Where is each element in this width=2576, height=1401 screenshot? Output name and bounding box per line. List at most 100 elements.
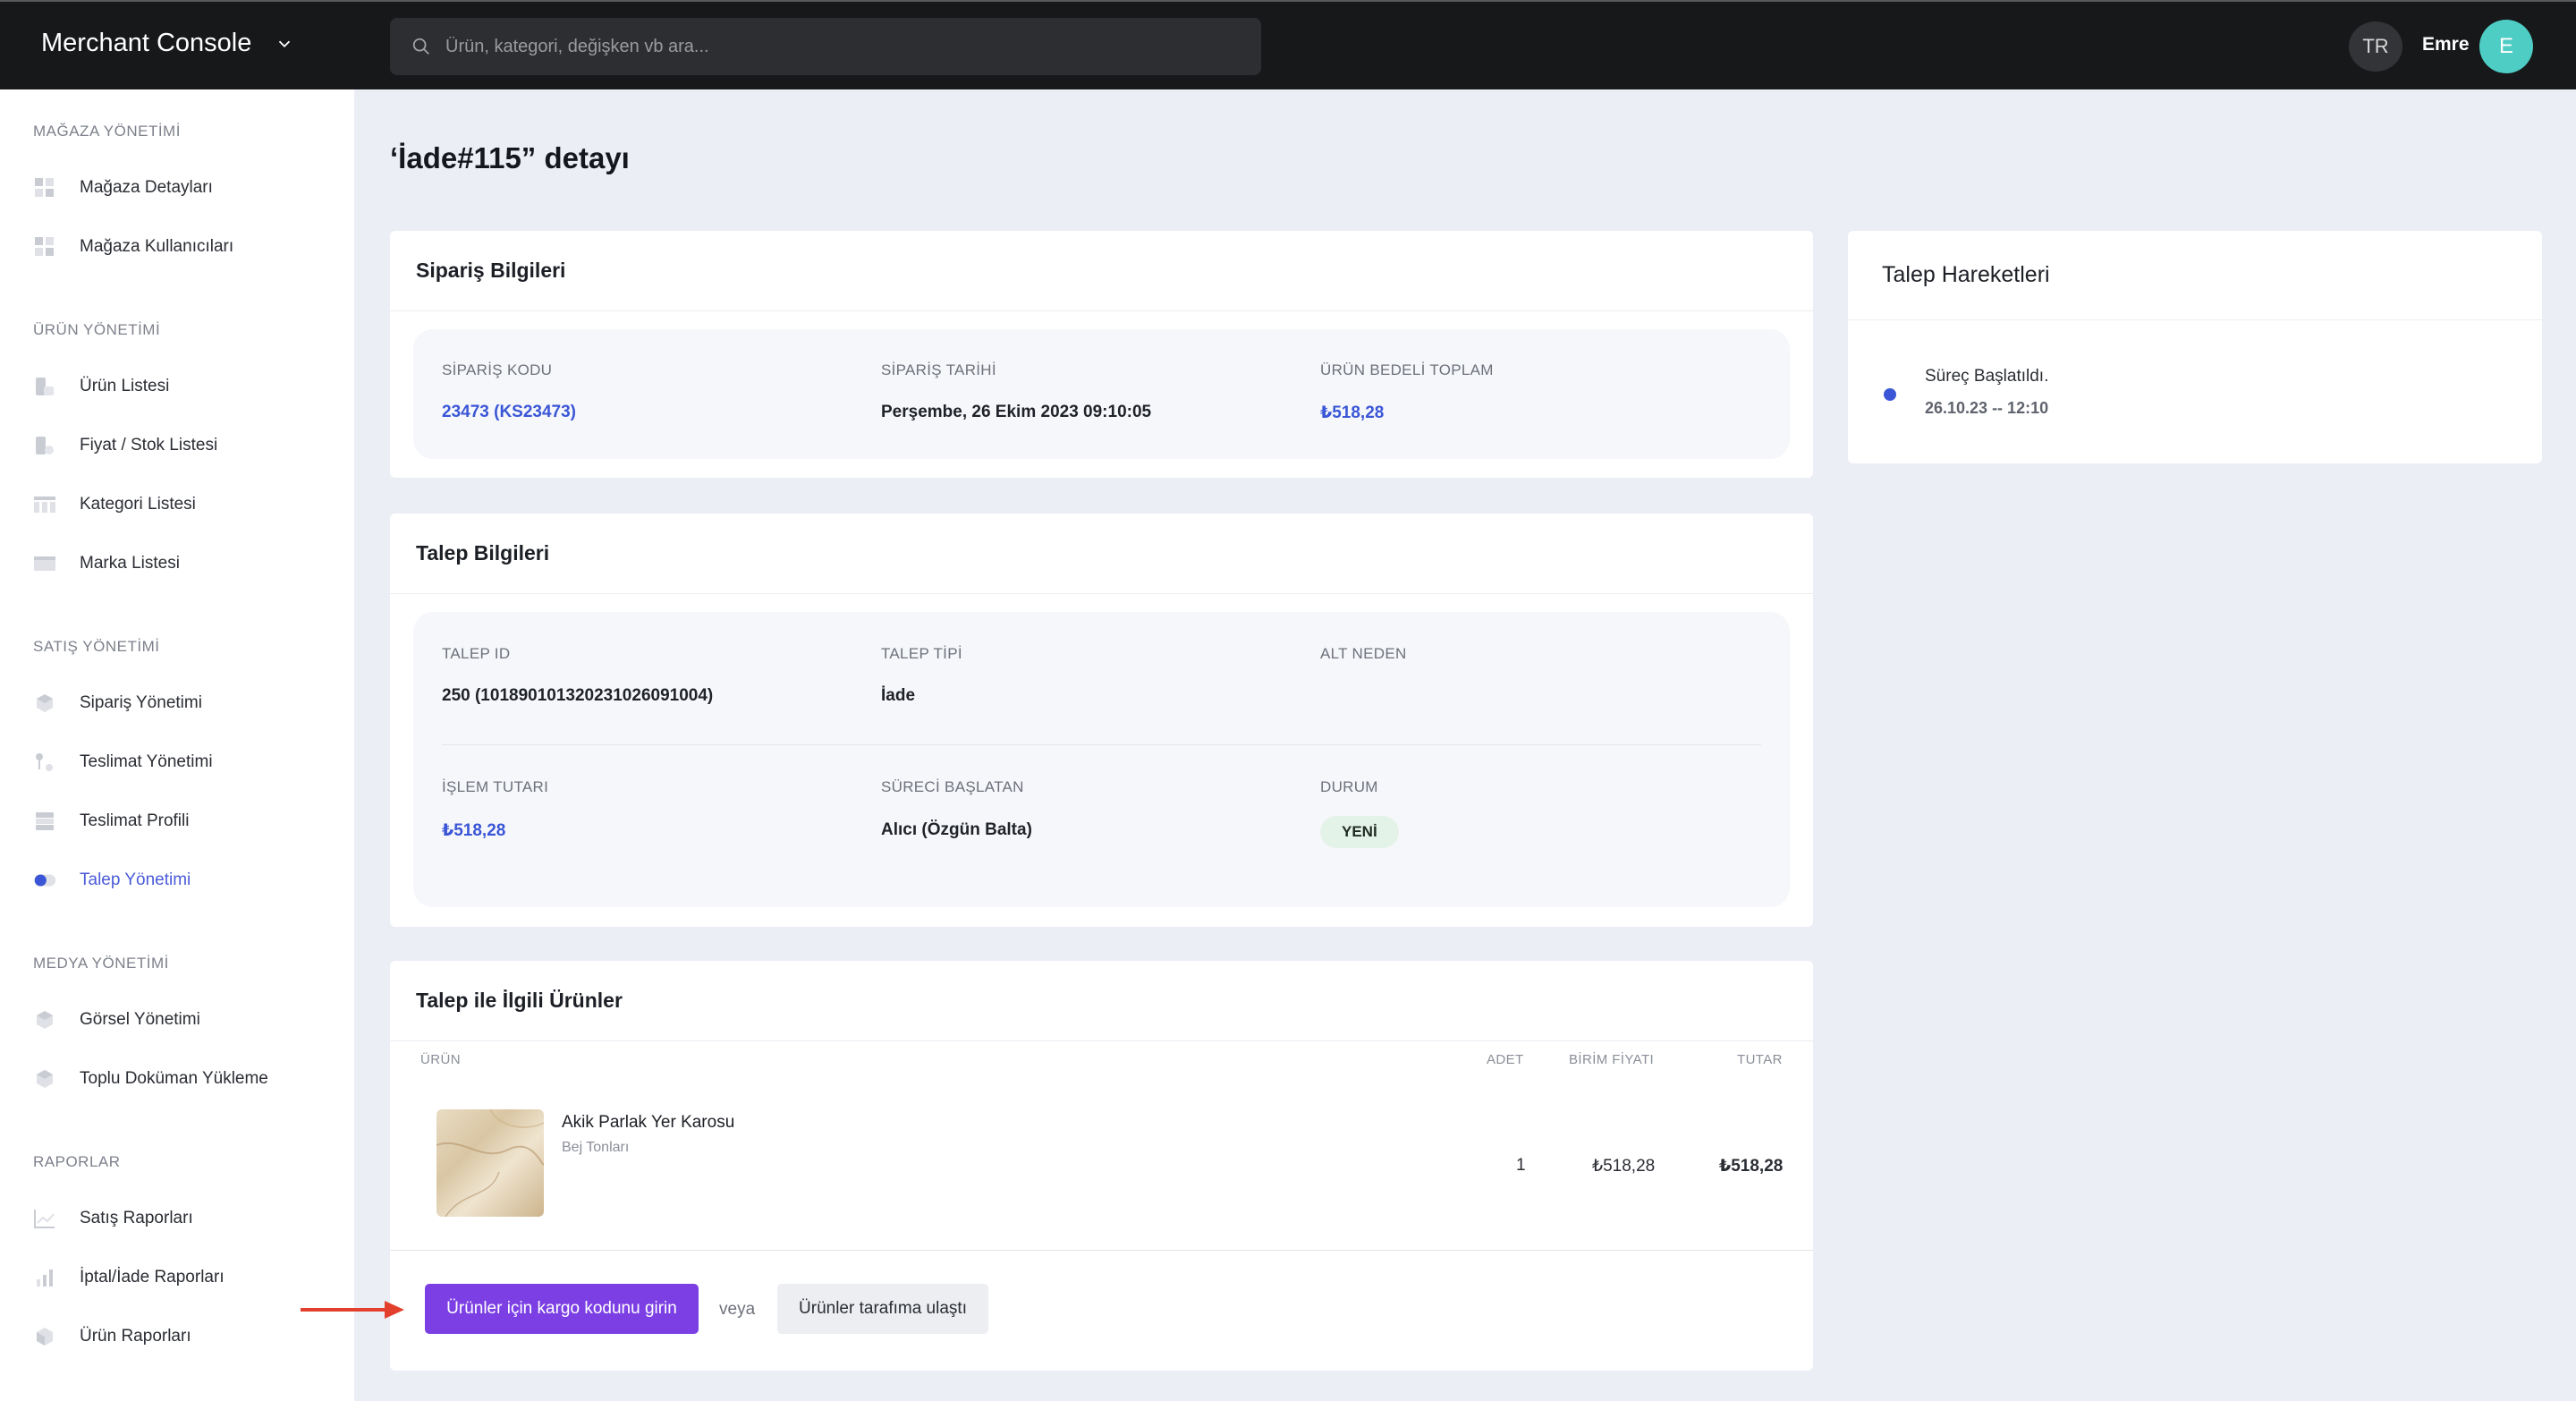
section-title-sales: SATIŞ YÖNETİMİ — [33, 638, 160, 655]
product-total: ₺518,28 — [1719, 1157, 1784, 1176]
column-header-product: ÜRÜN — [420, 1052, 461, 1067]
box-icon — [33, 1067, 56, 1091]
top-bar: Merchant Console TR Emre E — [0, 0, 2576, 89]
marble-texture-icon — [436, 1109, 544, 1217]
order-date: Perşembe, 26 Ekim 2023 09:10:05 — [881, 403, 1152, 421]
request-type: İade — [881, 686, 916, 705]
column-header-unit-price: BİRİM FİYATI — [1569, 1052, 1655, 1067]
section-title-media: MEDYA YÖNETİMİ — [33, 955, 169, 972]
search-bar[interactable] — [390, 18, 1261, 75]
sidebar-item-label: Toplu Doküman Yükleme — [80, 1069, 268, 1088]
timeline-event-time: 26.10.23 -- 12:10 — [1925, 399, 2049, 417]
column-header-total: TUTAR — [1737, 1052, 1783, 1067]
sidebar-item-store-users[interactable]: Mağaza Kullanıcıları — [33, 229, 233, 265]
order-info-card: Sipariş Bilgileri SİPARİŞ KODU 23473 (KS… — [390, 231, 1813, 478]
order-date-label: SİPARİŞ TARİHİ — [881, 361, 996, 378]
request-type-label: TALEP TİPİ — [881, 645, 962, 662]
timeline-title: Talep Hareketleri — [1848, 231, 2542, 320]
sidebar-item-product-reports[interactable]: Ürün Raporları — [33, 1319, 191, 1354]
request-id: 250 (1018901013202310260910​04) — [442, 686, 714, 705]
sidebar-item-sales-reports[interactable]: Satış Raporları — [33, 1201, 193, 1236]
card-icon — [33, 552, 56, 575]
language-switcher[interactable]: TR — [2349, 21, 2402, 72]
section-title-reports: RAPORLAR — [33, 1153, 121, 1170]
sidebar-item-label: Marka Listesi — [80, 554, 180, 573]
column-header-qty: ADET — [1487, 1052, 1524, 1067]
timeline-event-title: Süreç Başlatıldı. — [1925, 367, 2049, 386]
table-icon — [33, 493, 56, 516]
sidebar-item-category-list[interactable]: Kategori Listesi — [33, 487, 196, 522]
sidebar-item-label: Satış Raporları — [80, 1209, 193, 1227]
order-info-title: Sipariş Bilgileri — [390, 231, 1813, 311]
order-code-link[interactable]: 23473 (KS23473) — [442, 403, 576, 421]
order-total: ₺518,28 — [1320, 403, 1385, 422]
sidebar-item-price-stock[interactable]: Fiyat / Stok Listesi — [33, 428, 217, 463]
sidebar-item-order-management[interactable]: Sipariş Yönetimi — [33, 685, 202, 721]
server-icon — [33, 810, 56, 833]
sidebar-item-label: Sipariş Yönetimi — [80, 693, 202, 712]
price-stock-icon — [33, 434, 56, 457]
enter-cargo-code-button[interactable]: Ürünler için kargo kodunu girin — [425, 1284, 699, 1334]
or-text: veya — [719, 1300, 756, 1319]
product-name[interactable]: Akik Parlak Yer Karosu — [562, 1113, 735, 1132]
order-info-panel: SİPARİŞ KODU 23473 (KS23473) SİPARİŞ TAR… — [413, 329, 1790, 459]
divider — [390, 1250, 1813, 1251]
products-received-button[interactable]: Ürünler tarafıma ulaştı — [777, 1284, 988, 1334]
sidebar-item-delivery-profile[interactable]: Teslimat Profili — [33, 803, 189, 839]
arrow-right-icon — [301, 1301, 404, 1319]
order-code-label: SİPARİŞ KODU — [442, 361, 553, 378]
sidebar-item-label: İptal/İade Raporları — [80, 1268, 225, 1286]
search-input[interactable] — [445, 36, 1233, 57]
request-products-title: Talep ile İlgili Ürünler — [390, 961, 1813, 1041]
sidebar-item-label: Ürün Raporları — [80, 1327, 191, 1346]
sub-reason-label: ALT NEDEN — [1320, 645, 1407, 662]
page-title: ‘İade#115” detayı — [390, 141, 630, 174]
search-icon — [412, 38, 429, 55]
sidebar-item-label: Talep Yönetimi — [80, 870, 191, 889]
amount: ₺518,28 — [442, 821, 506, 840]
avatar[interactable]: E — [2479, 20, 2533, 73]
sidebar-item-label: Mağaza Detayları — [80, 178, 213, 197]
section-title-products: ÜRÜN YÖNETİMİ — [33, 321, 161, 338]
sidebar-item-bulk-upload[interactable]: Toplu Doküman Yükleme — [33, 1061, 268, 1097]
request-id-label: TALEP ID — [442, 645, 511, 662]
sidebar-item-brand-list[interactable]: Marka Listesi — [33, 546, 180, 582]
chevron-down-icon — [279, 40, 291, 47]
user-name[interactable]: Emre — [2422, 34, 2470, 55]
sidebar-item-store-details[interactable]: Mağaza Detayları — [33, 170, 213, 206]
sidebar-item-image-management[interactable]: Görsel Yönetimi — [33, 1002, 200, 1038]
status-label: DURUM — [1320, 778, 1378, 795]
sidebar-item-product-list[interactable]: Ürün Listesi — [33, 369, 169, 404]
bar-chart-icon — [33, 1266, 56, 1289]
sidebar-item-label: Teslimat Profili — [80, 811, 190, 830]
brand-switcher[interactable]: Merchant Console — [41, 29, 294, 58]
sidebar: MAĞAZA YÖNETİMİ Mağaza Detayları Mağaza … — [0, 89, 354, 1401]
grid-icon — [33, 235, 56, 259]
amount-label: İŞLEM TUTARI — [442, 778, 549, 795]
status-badge: YENİ — [1320, 816, 1399, 848]
product-unit-price: ₺518,28 — [1592, 1157, 1656, 1176]
products-icon — [33, 375, 56, 398]
cube-icon — [33, 1325, 56, 1348]
initiator-label: SÜRECİ BAŞLATAN — [881, 778, 1024, 795]
sidebar-item-delivery-management[interactable]: Teslimat Yönetimi — [33, 744, 213, 780]
toggle-icon — [33, 869, 56, 892]
timeline-dot-icon — [1884, 388, 1896, 401]
sidebar-item-request-management[interactable]: Talep Yönetimi — [33, 862, 191, 898]
sidebar-item-label: Mağaza Kullanıcıları — [80, 237, 234, 256]
sidebar-item-label: Ürün Listesi — [80, 377, 170, 395]
request-info-card: Talep Bilgileri TALEP ID 250 (1018901013… — [390, 514, 1813, 927]
grid-icon — [33, 176, 56, 200]
sidebar-item-label: Kategori Listesi — [80, 495, 196, 514]
sidebar-item-label: Teslimat Yönetimi — [80, 752, 213, 771]
product-thumbnail[interactable] — [436, 1109, 544, 1217]
section-title-store: MAĞAZA YÖNETİMİ — [33, 123, 181, 140]
request-timeline-card: Talep Hareketleri Süreç Başlatıldı. 26.1… — [1848, 231, 2542, 463]
request-products-card: Talep ile İlgili Ürünler ÜRÜN ADET BİRİM… — [390, 961, 1813, 1371]
product-qty: 1 — [1516, 1156, 1526, 1175]
sidebar-item-label: Görsel Yönetimi — [80, 1010, 200, 1029]
brand-name: Merchant Console — [41, 29, 252, 57]
request-info-title: Talep Bilgileri — [390, 514, 1813, 594]
sidebar-item-return-reports[interactable]: İptal/İade Raporları — [33, 1260, 225, 1295]
line-chart-icon — [33, 1207, 56, 1230]
